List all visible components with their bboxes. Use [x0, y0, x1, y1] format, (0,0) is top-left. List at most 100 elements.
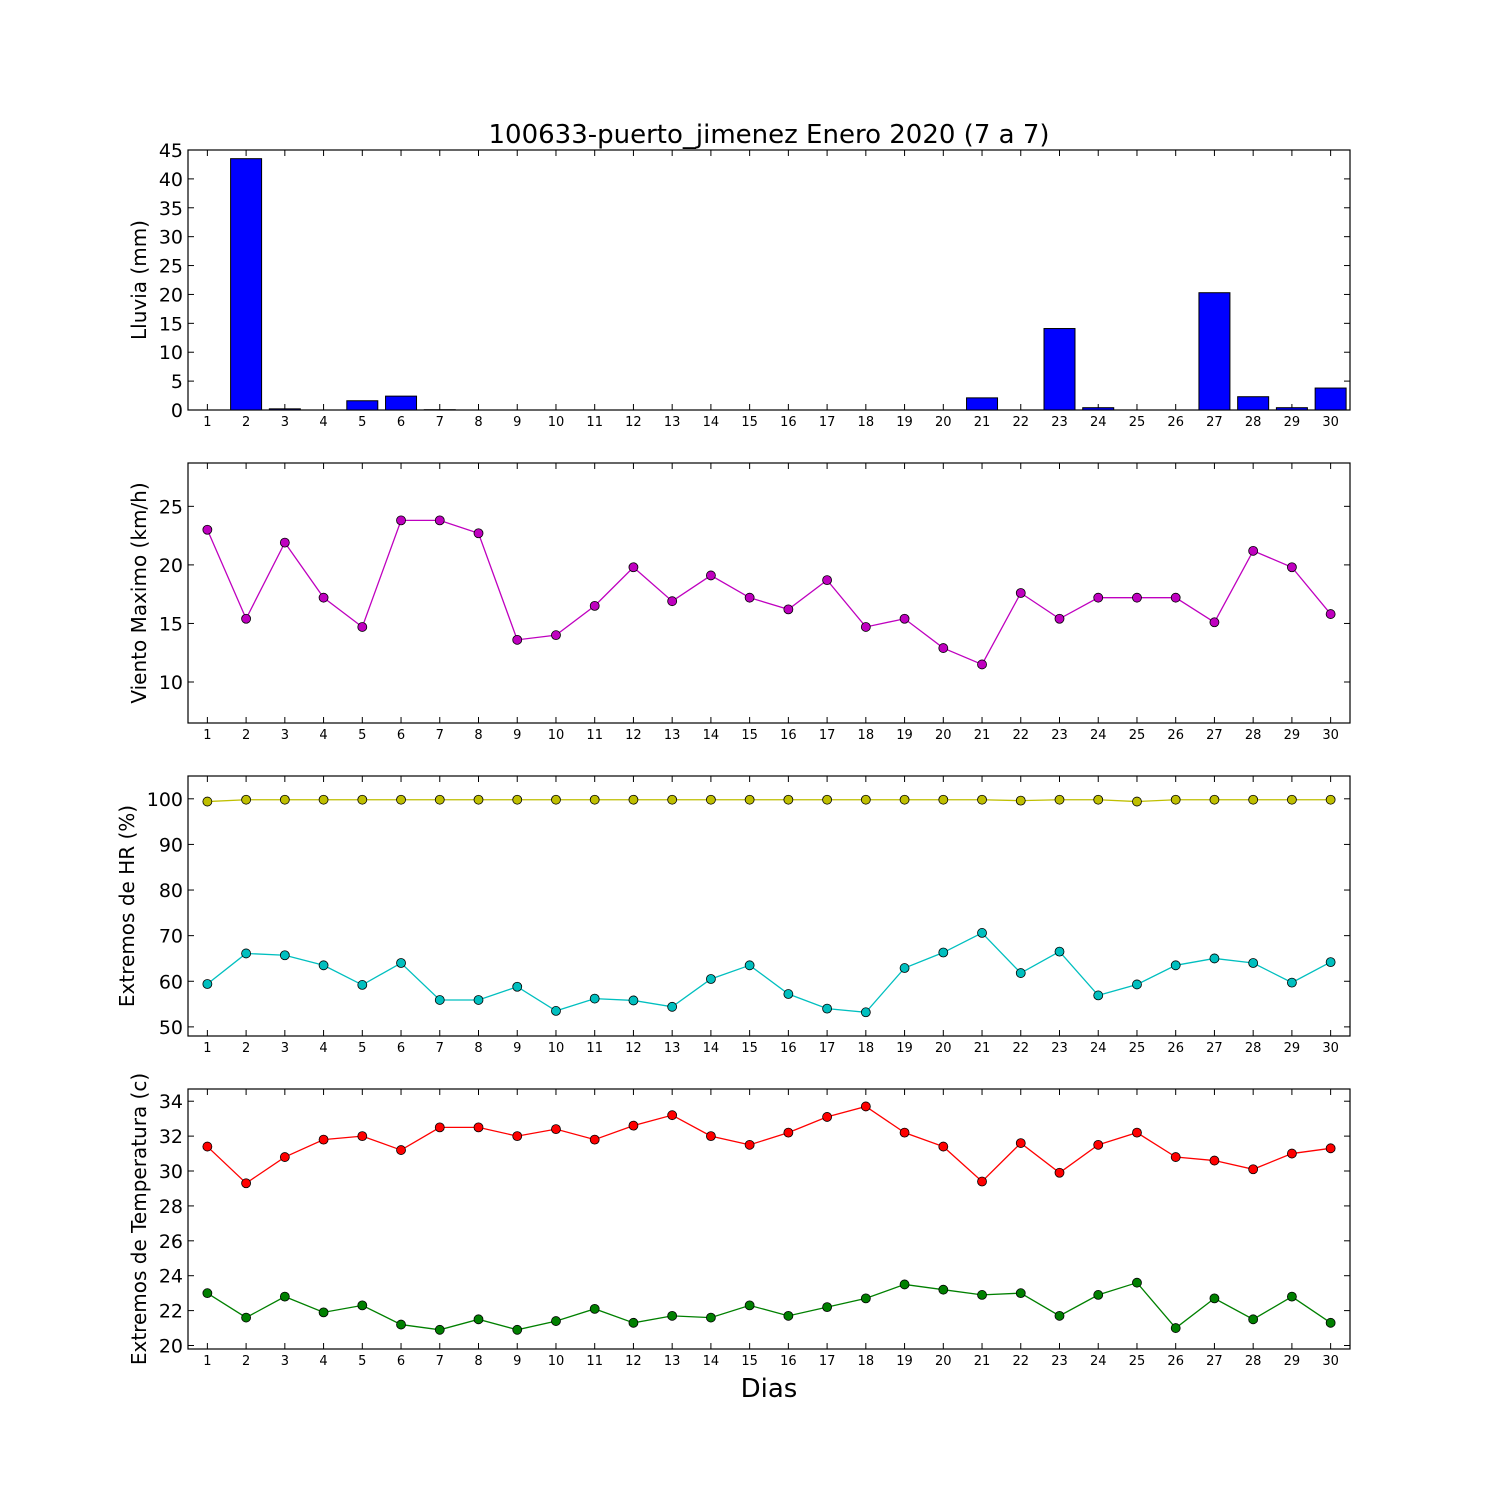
humidity-xtick-label: 21: [974, 1041, 991, 1056]
rain-xtick-label: 22: [1012, 415, 1029, 430]
wind-xtick-label: 10: [548, 728, 565, 743]
wind-series-0-point: [1015, 588, 1026, 598]
temperature-series-1-point: [899, 1279, 910, 1290]
humidity-xtick-label: 12: [625, 1041, 642, 1056]
temperature-xtick-label: 6: [397, 1354, 405, 1369]
humidity-series-0-point: [860, 794, 871, 805]
wind-xtick-label: 27: [1206, 728, 1223, 743]
temperature-xtick-label: 27: [1206, 1354, 1223, 1369]
humidity-xtick-label: 29: [1284, 1041, 1301, 1056]
humidity-series-0-point: [1287, 794, 1297, 805]
humidity-series-1-point: [202, 979, 213, 989]
rain-xtick-label: 18: [858, 415, 875, 430]
temperature-xtick-label: 7: [436, 1354, 444, 1369]
humidity-series-1-point: [241, 948, 252, 959]
humidity-xtick-label: 6: [397, 1041, 405, 1056]
humidity-xtick-label: 8: [474, 1041, 482, 1056]
rain-xtick-label: 2: [242, 415, 250, 430]
wind-series-0-point: [1054, 613, 1065, 624]
humidity-xtick-label: 26: [1167, 1041, 1184, 1056]
wind-xtick-label: 15: [741, 728, 758, 743]
rain-xtick-label: 24: [1090, 415, 1107, 430]
temperature-panel: Extremos de Temperatura (c) Dias 2022242…: [127, 1073, 1351, 1404]
rain-xtick-label: 9: [513, 415, 521, 430]
temperature-series-1-point: [938, 1284, 949, 1295]
rain-xtick-label: 30: [1322, 415, 1339, 430]
temperature-series-1-point: [706, 1312, 716, 1323]
wind-series-0-point: [1325, 609, 1336, 619]
wind-series-0-point: [241, 613, 252, 624]
humidity-xtick-label: 13: [664, 1041, 681, 1056]
temperature-xtick-label: 9: [513, 1354, 521, 1369]
temperature-series-1-point: [1248, 1314, 1259, 1325]
temperature-series-0-point: [1170, 1152, 1181, 1162]
temperature-xtick-label: 23: [1051, 1354, 1068, 1369]
wind-series-0-point: [512, 634, 523, 645]
wind-series-0-point: [1287, 562, 1297, 573]
rain-bar: [230, 158, 263, 411]
temperature-xtick-label: 13: [664, 1354, 681, 1369]
wind-series-0-point: [822, 575, 832, 586]
rain-xtick-label: 10: [548, 415, 565, 430]
temperature-y-axis-label: Extremos de Temperatura (c): [127, 1073, 151, 1365]
temperature-series-1-point: [279, 1291, 290, 1302]
rain-xtick-label: 15: [741, 415, 758, 430]
wind-xtick-label: 30: [1322, 728, 1339, 743]
temperature-xtick-label: 17: [819, 1354, 836, 1369]
humidity-series-1-point: [551, 1006, 561, 1016]
temperature-series-1-point: [357, 1300, 368, 1311]
temperature-series-0-point: [512, 1131, 523, 1142]
humidity-xtick-label: 15: [741, 1041, 758, 1056]
humidity-series-1-point: [512, 981, 523, 992]
humidity-series-1-point: [822, 1003, 832, 1014]
temperature-xtick-label: 4: [319, 1354, 327, 1369]
wind-xtick-label: 8: [474, 728, 482, 743]
humidity-xtick-label: 28: [1245, 1041, 1262, 1056]
humidity-series-1-point: [279, 950, 290, 961]
rain-xtick-label: 23: [1051, 415, 1068, 430]
humidity-series-1-point: [667, 1001, 678, 1012]
rain-ytick-label: 40: [159, 169, 183, 191]
wind-ytick-label: 20: [159, 555, 183, 577]
rain-xtick-label: 19: [896, 415, 913, 430]
wind-ytick-label: 25: [159, 496, 183, 518]
humidity-xtick-label: 10: [548, 1041, 565, 1056]
rain-xtick-label: 12: [625, 415, 642, 430]
wind-series-0-point: [318, 592, 329, 603]
rain-xtick-label: 11: [586, 415, 603, 430]
humidity-series-1-point: [1054, 946, 1065, 957]
wind-xtick-label: 16: [780, 728, 797, 743]
temperature-xtick-label: 16: [780, 1354, 797, 1369]
temperature-series-0-point: [822, 1112, 832, 1122]
temperature-series-1-point: [318, 1307, 329, 1318]
humidity-series-0-point: [977, 794, 987, 805]
wind-series-0-point: [589, 600, 600, 611]
temperature-series-0-point: [744, 1139, 755, 1150]
humidity-xtick-label: 14: [703, 1041, 720, 1056]
rain-bar: [1082, 407, 1115, 411]
humidity-series-0-point: [1132, 796, 1142, 807]
temperature-series-0-point: [667, 1110, 678, 1121]
wind-series-0-point: [357, 622, 368, 632]
humidity-series-0-point: [899, 794, 910, 805]
rain-ytick-label: 20: [159, 284, 183, 306]
temperature-xtick-label: 1: [203, 1354, 211, 1369]
humidity-xtick-label: 23: [1051, 1041, 1068, 1056]
wind-xtick-label: 7: [436, 728, 444, 743]
rain-xtick-label: 16: [780, 415, 797, 430]
temperature-series-1-point: [1209, 1293, 1220, 1304]
humidity-ytick-label: 60: [159, 971, 183, 993]
humidity-series-1-point: [589, 993, 600, 1004]
wind-series-0-point: [783, 604, 794, 615]
humidity-xtick-label: 2: [242, 1041, 250, 1056]
temperature-series-1-point: [1325, 1317, 1336, 1328]
humidity-series-0-point: [589, 794, 600, 805]
humidity-series-1-point: [1093, 990, 1104, 1001]
rain-xtick-label: 8: [474, 415, 482, 430]
humidity-series-0-point: [512, 794, 523, 805]
wind-series-0-point: [1132, 592, 1142, 603]
wind-xtick-label: 2: [242, 728, 250, 743]
humidity-series-0-point: [938, 794, 949, 805]
temperature-ytick-label: 24: [159, 1266, 183, 1288]
temperature-series-0-point: [1132, 1127, 1142, 1138]
